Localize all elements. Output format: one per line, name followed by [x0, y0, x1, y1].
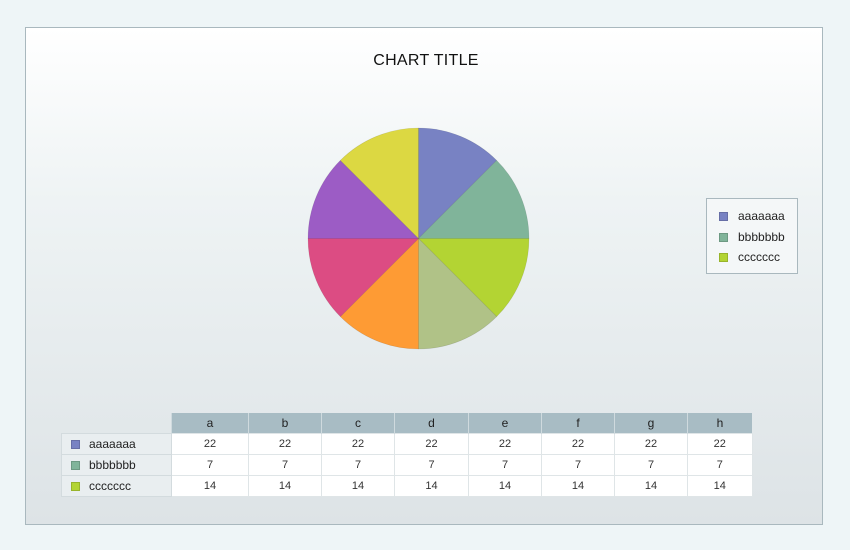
table-cell: 14 [541, 475, 615, 497]
pie-chart [307, 127, 530, 350]
column-header: e [468, 413, 542, 434]
table-cell: 22 [248, 433, 322, 455]
row-label: ccccccc [89, 479, 131, 493]
column-header: f [541, 413, 615, 434]
pie-slice-5 [339, 237, 419, 350]
legend-swatch [719, 252, 728, 262]
table-cell: 14 [321, 475, 395, 497]
table-cell: 7 [687, 454, 753, 476]
row-label: aaaaaaa [89, 437, 136, 451]
legend-swatch [719, 232, 728, 242]
row-label: bbbbbbb [89, 458, 136, 472]
table-row: ccccccc 14 14 14 14 14 14 14 14 [61, 475, 753, 497]
row-swatch [71, 440, 80, 449]
legend-item-aaaaaaa: aaaaaaa [719, 209, 785, 223]
column-header: a [171, 413, 249, 434]
column-header: g [614, 413, 688, 434]
table-cell: 22 [541, 433, 615, 455]
table-cell: 14 [614, 475, 688, 497]
row-swatch [71, 482, 80, 491]
table-corner [62, 413, 172, 434]
column-header: b [248, 413, 322, 434]
pie-slice-1 [418, 127, 498, 240]
legend-swatch [719, 211, 728, 221]
pie-slice-2 [417, 159, 530, 239]
legend-item-ccccccc: ccccccc [719, 250, 780, 264]
table-cell: 14 [394, 475, 469, 497]
table-cell: 14 [248, 475, 322, 497]
table-row: aaaaaaa 22 22 22 22 22 22 22 22 [61, 433, 753, 455]
pie-slice-4 [418, 237, 498, 350]
pie-slice-3 [417, 238, 530, 318]
row-swatch [71, 461, 80, 470]
row-header: bbbbbbb [61, 454, 172, 476]
table-cell: 14 [687, 475, 753, 497]
legend-label: aaaaaaa [738, 209, 785, 223]
table-cell: 22 [171, 433, 249, 455]
table-cell: 7 [541, 454, 615, 476]
table-cell: 7 [394, 454, 469, 476]
table-cell: 22 [394, 433, 469, 455]
table-cell: 14 [468, 475, 542, 497]
legend-item-bbbbbbb: bbbbbbb [719, 230, 785, 244]
legend-label: ccccccc [738, 250, 780, 264]
column-header: d [394, 413, 469, 434]
table-cell: 22 [687, 433, 753, 455]
data-table: a b c d e f g h aaaaaaa 22 22 22 22 22 2… [61, 413, 753, 497]
row-header: ccccccc [61, 475, 172, 497]
table-header-row: a b c d e f g h [62, 413, 752, 434]
table-cell: 7 [248, 454, 322, 476]
table-cell: 7 [614, 454, 688, 476]
table-cell: 22 [614, 433, 688, 455]
chart-legend: aaaaaaa bbbbbbb ccccccc [706, 198, 798, 274]
table-row: bbbbbbb 7 7 7 7 7 7 7 7 [61, 454, 753, 476]
table-cell: 22 [321, 433, 395, 455]
column-header: c [321, 413, 395, 434]
legend-label: bbbbbbb [738, 230, 785, 244]
row-header: aaaaaaa [61, 433, 172, 455]
chart-title: CHART TITLE [373, 52, 479, 69]
table-cell: 14 [171, 475, 249, 497]
table-cell: 22 [468, 433, 542, 455]
table-cell: 7 [321, 454, 395, 476]
pie-slice-7 [307, 159, 420, 239]
table-cell: 7 [171, 454, 249, 476]
table-cell: 7 [468, 454, 542, 476]
pie-slice-6 [307, 238, 420, 318]
pie-slice-8 [339, 127, 419, 240]
column-header: h [687, 413, 752, 434]
